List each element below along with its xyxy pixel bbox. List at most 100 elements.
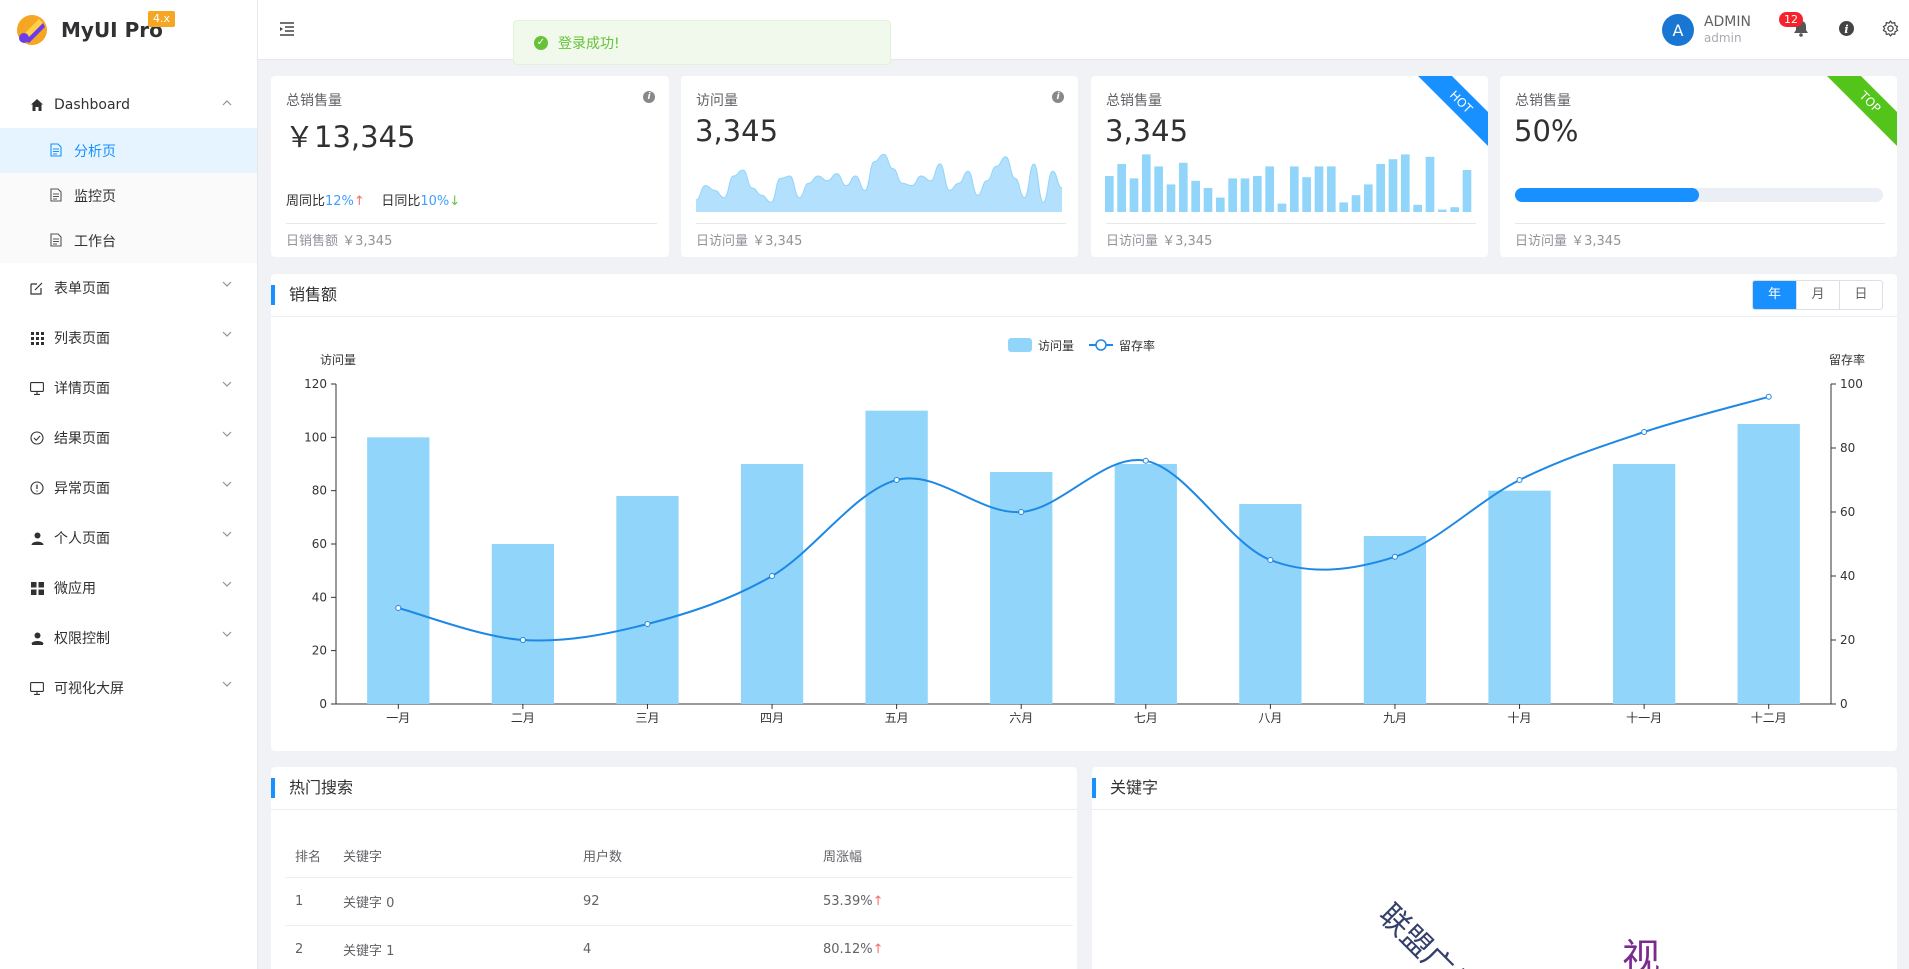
menu-result[interactable]: 结果页面 xyxy=(0,413,257,463)
menu-result-label: 结果页面 xyxy=(54,431,110,447)
bar[interactable] xyxy=(1114,464,1177,704)
y-tick-label-left: 0 xyxy=(319,697,327,711)
bar[interactable] xyxy=(1737,424,1800,704)
line-point[interactable] xyxy=(1765,393,1772,400)
bar[interactable] xyxy=(1612,464,1676,704)
x-tick-label: 十月 xyxy=(1508,711,1532,725)
y-tick-label-right: 60 xyxy=(1840,505,1855,519)
line-point[interactable] xyxy=(769,573,776,579)
bar[interactable] xyxy=(367,437,430,704)
period-year-button[interactable]: 年 xyxy=(1753,281,1796,309)
keyword-cloud-word[interactable]: 视 xyxy=(1622,936,1661,969)
menu-dashboard[interactable]: Dashboard xyxy=(0,82,257,128)
stat-value: 3,345 xyxy=(1105,114,1189,148)
col-rank: 排名 xyxy=(285,835,333,878)
sparkline-bar-chart xyxy=(1105,154,1472,212)
legend-line-label[interactable]: 留存率 xyxy=(1119,338,1155,353)
spark-bar xyxy=(1117,164,1126,212)
sales-panel: 销售额 年 月 日 0 20 40 60 80 100 120 0 20 40 60 80 100 访问量… xyxy=(271,274,1897,751)
bar[interactable] xyxy=(616,496,679,704)
info-icon[interactable]: i xyxy=(1836,18,1856,38)
x-tick-label: 一月 xyxy=(386,711,410,725)
legend-bar-label[interactable]: 访问量 xyxy=(1038,339,1074,353)
info-icon[interactable]: i xyxy=(1052,91,1064,103)
spark-bar xyxy=(1216,197,1225,212)
chevron-down-icon xyxy=(222,277,232,290)
menu-big-screen[interactable]: 可视化大屏 xyxy=(0,663,257,713)
top-header: A ADMIN admin xyxy=(258,0,1909,60)
chevron-down-icon xyxy=(222,477,232,490)
menu-profile[interactable]: 个人页面 xyxy=(0,513,257,563)
success-toast: ✓ 登录成功! xyxy=(513,20,891,65)
line-point[interactable] xyxy=(1018,509,1025,515)
logo[interactable]: MyUI Pro 4.x xyxy=(0,0,257,60)
divider xyxy=(271,316,1897,317)
chevron-down-icon xyxy=(222,427,232,440)
stat-footer: 日访问量 ￥3,345 xyxy=(1515,223,1885,249)
user-menu[interactable]: A ADMIN admin xyxy=(1661,14,1751,46)
legend-bar-swatch[interactable] xyxy=(1008,338,1032,352)
menu-list[interactable]: 列表页面 xyxy=(0,313,257,363)
y-tick-label-right: 0 xyxy=(1840,697,1848,711)
user-lock-icon xyxy=(29,630,45,646)
bar[interactable] xyxy=(1363,536,1427,704)
bar[interactable] xyxy=(865,410,928,704)
menu-detail[interactable]: 详情页面 xyxy=(0,363,257,413)
chevron-down-icon xyxy=(222,677,232,690)
line-point[interactable] xyxy=(1142,457,1149,464)
top-ribbon: TOP xyxy=(1822,76,1897,150)
side-menu: Dashboard 分析页 监控页 工作台 表单页面 xyxy=(0,82,257,713)
sidebar: MyUI Pro 4.x Dashboard 分析页 监控页 工作台 xyxy=(0,0,258,969)
period-day-button[interactable]: 日 xyxy=(1839,281,1882,309)
col-users: 用户数 xyxy=(573,835,813,878)
info-icon[interactable]: i xyxy=(643,91,655,103)
spark-bar xyxy=(1376,164,1385,212)
bar[interactable] xyxy=(740,464,804,704)
line-point[interactable] xyxy=(893,477,900,483)
menu-profile-label: 个人页面 xyxy=(54,531,110,547)
bar[interactable] xyxy=(1239,504,1302,704)
line-point[interactable] xyxy=(395,605,402,611)
menu-micro-app[interactable]: 微应用 xyxy=(0,563,257,613)
grid-icon xyxy=(29,330,45,346)
menu-exception[interactable]: 异常页面 xyxy=(0,463,257,513)
spark-bar xyxy=(1302,177,1311,212)
spark-bar xyxy=(1438,209,1447,212)
progress-fill xyxy=(1515,188,1699,202)
line-point[interactable] xyxy=(1516,477,1523,483)
stat-footer: 日销售额 ￥3,345 xyxy=(286,223,657,249)
arrow-down-icon: ↓ xyxy=(449,194,461,209)
progress-bar xyxy=(1515,188,1883,202)
line-point[interactable] xyxy=(519,637,526,643)
col-keyword: 关键字 xyxy=(333,835,573,878)
cell-keyword: 关键字 0 xyxy=(333,877,573,926)
line-point[interactable] xyxy=(644,621,651,627)
panel-title: 销售额 xyxy=(271,285,337,305)
x-tick-label: 十一月 xyxy=(1626,711,1662,725)
divider xyxy=(271,809,1077,810)
spark-bar xyxy=(1142,154,1151,212)
sparkline-area-chart xyxy=(696,153,1062,212)
bar[interactable] xyxy=(1488,490,1551,704)
gear-icon[interactable] xyxy=(1880,18,1900,38)
line-point[interactable] xyxy=(1391,553,1398,560)
menu-permission[interactable]: 权限控制 xyxy=(0,613,257,663)
table-header: 排名 关键字 用户数 周涨幅 xyxy=(285,835,1073,878)
menu-workplace[interactable]: 工作台 xyxy=(0,218,257,263)
spark-bar xyxy=(1339,202,1348,212)
spark-line xyxy=(696,153,1062,203)
keyword-cloud-word[interactable]: 联盟广告 xyxy=(1371,897,1482,969)
line-point[interactable] xyxy=(1641,429,1648,435)
menu-fold-icon[interactable] xyxy=(278,20,296,38)
menu-monitor[interactable]: 监控页 xyxy=(0,173,257,218)
period-month-button[interactable]: 月 xyxy=(1796,281,1839,309)
line-point[interactable] xyxy=(1267,557,1274,563)
menu-form[interactable]: 表单页面 xyxy=(0,263,257,313)
menu-analysis[interactable]: 分析页 xyxy=(0,128,257,173)
menu-workplace-label: 工作台 xyxy=(74,233,116,250)
spark-bar xyxy=(1425,156,1435,212)
bar[interactable] xyxy=(491,544,555,704)
col-growth: 周涨幅 xyxy=(813,835,1073,878)
menu-permission-label: 权限控制 xyxy=(54,631,110,647)
svg-text:i: i xyxy=(1844,23,1848,36)
